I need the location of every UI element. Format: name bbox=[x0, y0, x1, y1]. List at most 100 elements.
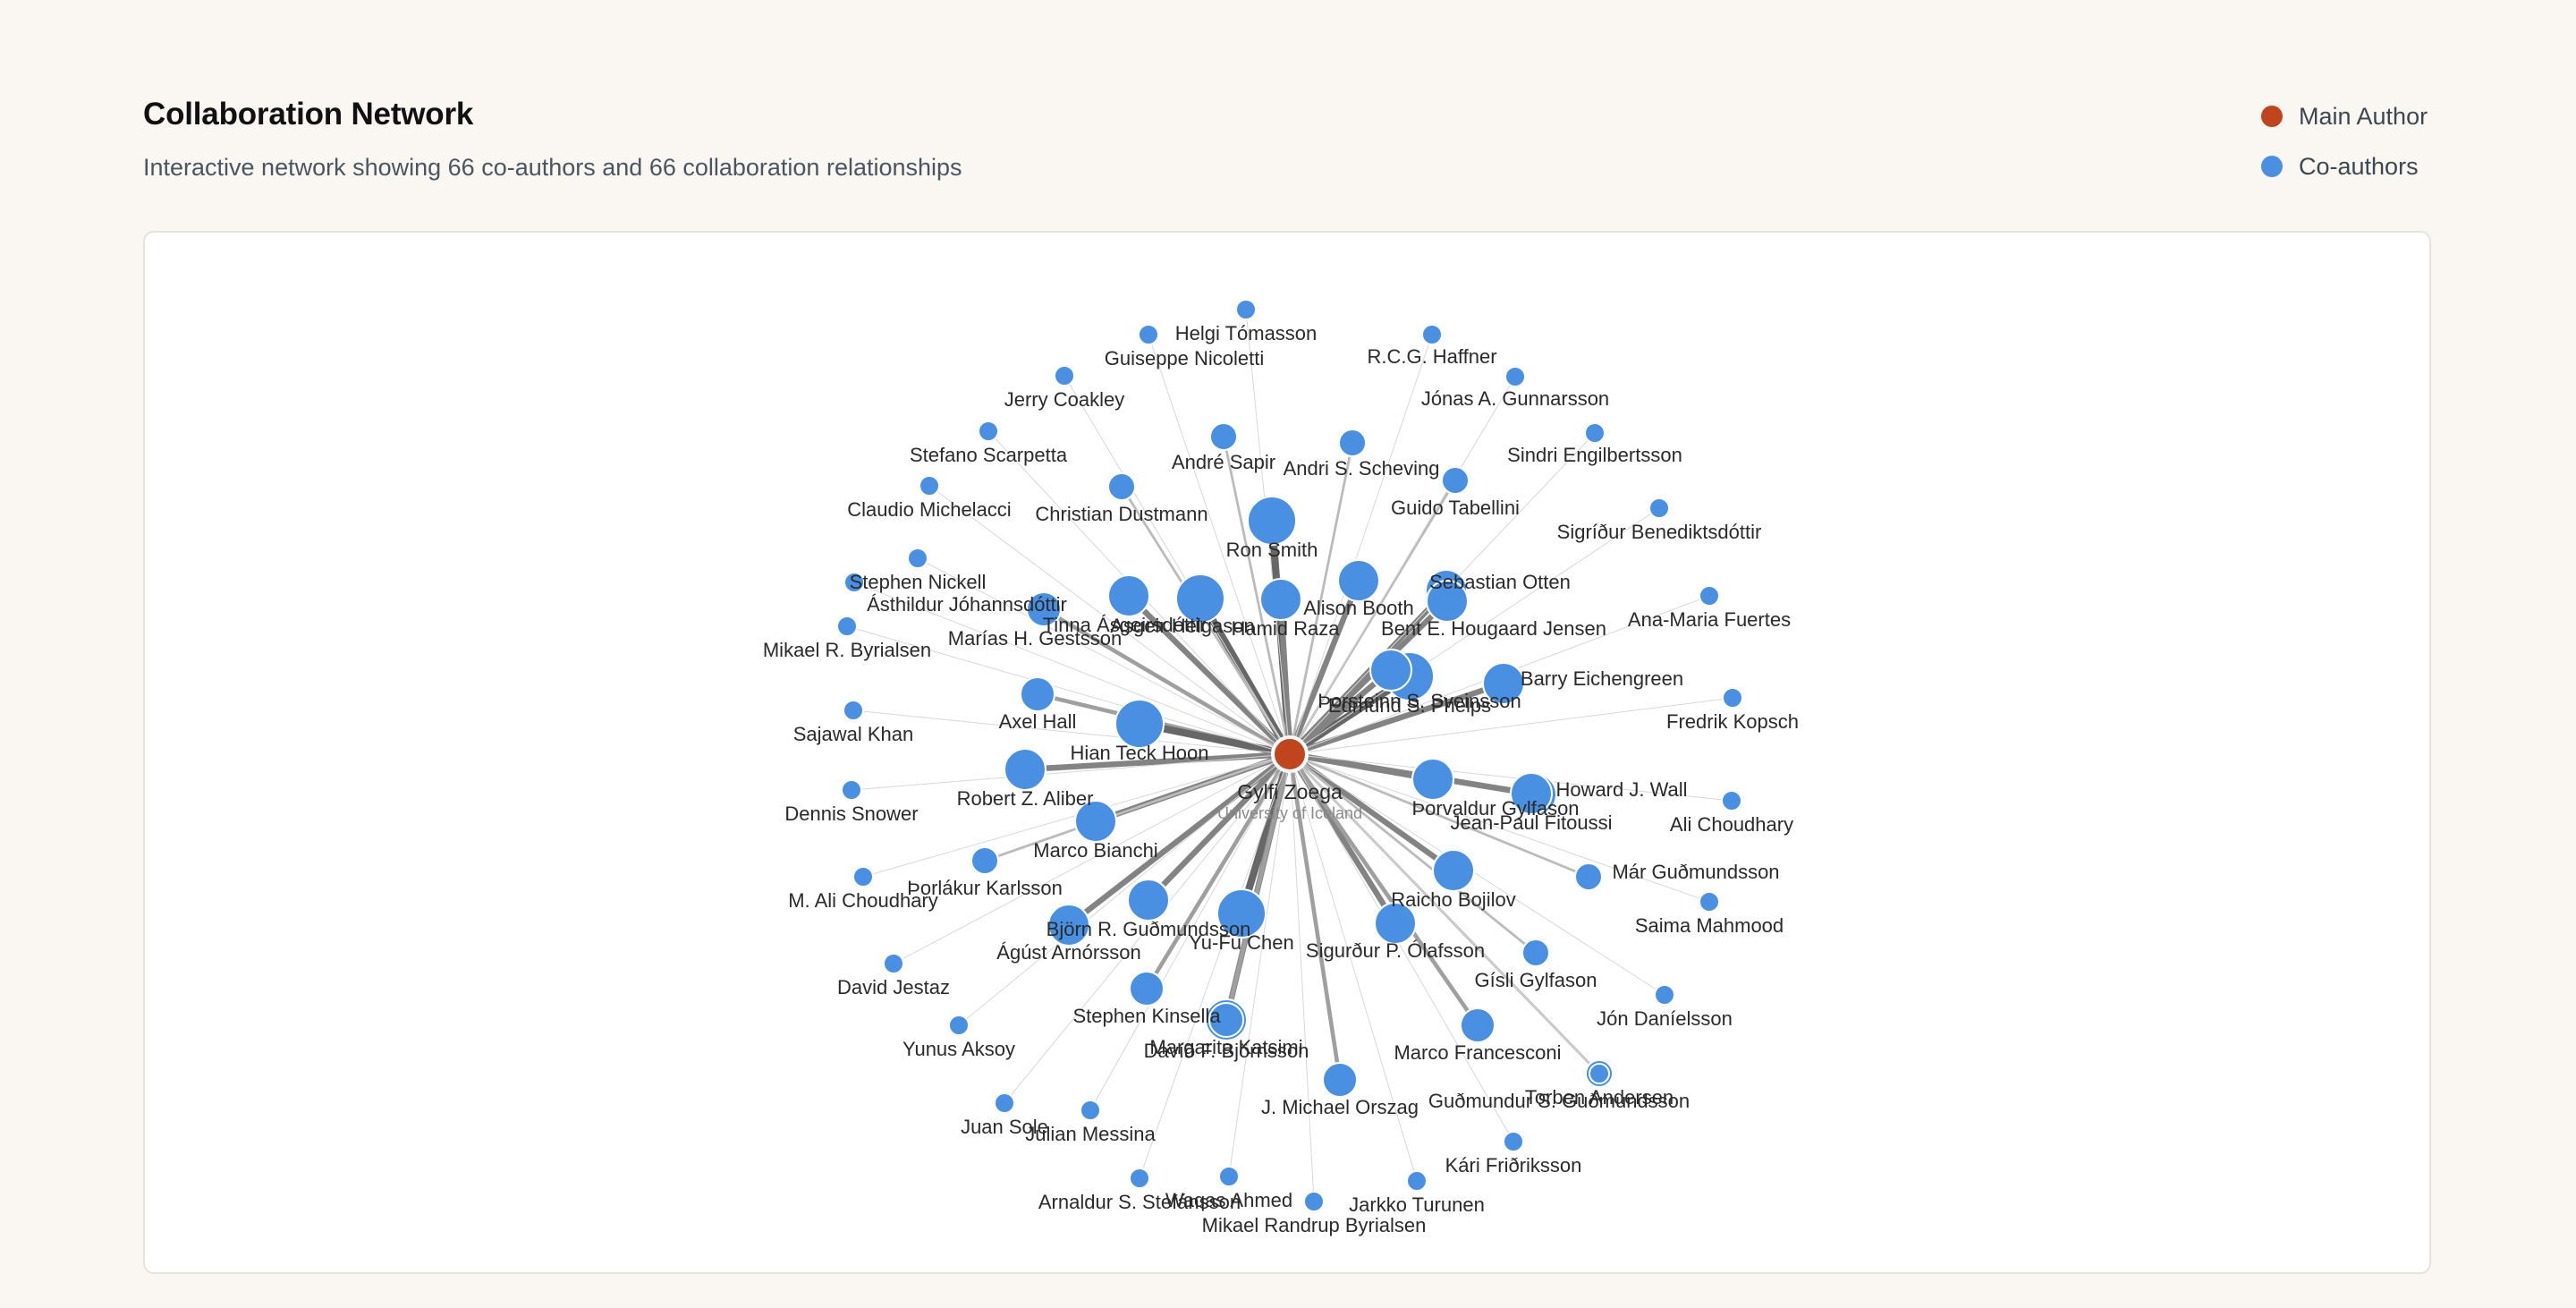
coauthor-node[interactable] bbox=[1020, 676, 1055, 712]
coauthor-node[interactable] bbox=[1129, 971, 1165, 1006]
coauthor-label: Sindri Engilbertsson bbox=[1507, 444, 1682, 466]
coauthor-node[interactable] bbox=[843, 572, 865, 593]
coauthor-node[interactable] bbox=[1504, 366, 1526, 387]
coauthor-node[interactable] bbox=[948, 1015, 970, 1036]
coauthor-node[interactable] bbox=[1369, 649, 1412, 692]
coauthor-node[interactable] bbox=[836, 616, 858, 637]
coauthor-node[interactable] bbox=[1648, 497, 1670, 519]
coauthor-node[interactable] bbox=[1584, 422, 1606, 444]
coauthor-node[interactable] bbox=[1026, 591, 1062, 627]
main-author-node[interactable] bbox=[1271, 735, 1309, 773]
coauthor-node[interactable] bbox=[1218, 1166, 1240, 1187]
collaboration-edge bbox=[1286, 751, 1535, 797]
coauthor-node[interactable] bbox=[1138, 324, 1159, 345]
coauthor-label: Ana-Maria Fuertes bbox=[1628, 608, 1791, 631]
collaboration-edge bbox=[1004, 753, 1291, 1104]
coauthor-node[interactable] bbox=[994, 1092, 1015, 1114]
coauthor-node[interactable] bbox=[1114, 699, 1165, 749]
collaboration-edge bbox=[1286, 667, 1394, 758]
coauthor-label: Yunus Aksoy bbox=[902, 1038, 1015, 1060]
network-graph[interactable]: Ron Smith Alison Booth Asgeir Helgason Andr… bbox=[145, 233, 2429, 1272]
coauthor-node[interactable] bbox=[852, 866, 874, 888]
coauthor-label: Guðmundur S. Guðmundsson bbox=[1428, 1090, 1690, 1112]
coauthor-node[interactable] bbox=[1175, 573, 1225, 624]
coauthor-label: Davíð F. Björnsson bbox=[1144, 1040, 1309, 1062]
coauthor-node[interactable] bbox=[1107, 574, 1150, 617]
coauthor-node[interactable] bbox=[1209, 422, 1238, 451]
collaboration-edge bbox=[917, 557, 1291, 755]
coauthor-node[interactable] bbox=[1722, 687, 1743, 709]
coauthor-node[interactable] bbox=[1338, 429, 1367, 457]
coauthor-node[interactable] bbox=[1432, 849, 1475, 892]
collaboration-edge bbox=[1222, 435, 1292, 756]
collaboration-edge bbox=[1144, 752, 1292, 991]
coauthor-node[interactable] bbox=[907, 548, 928, 569]
coauthor-label: Asgeir Helgason bbox=[1110, 615, 1254, 637]
collaboration-edge bbox=[1021, 751, 1293, 773]
coauthor-node[interactable] bbox=[1521, 939, 1550, 967]
coauthor-label: André Sapir bbox=[1172, 451, 1275, 473]
coauthor-node[interactable] bbox=[1699, 891, 1720, 913]
coauthor-label: Axel Hall bbox=[999, 710, 1077, 733]
coauthor-label: M. Ali Choudhary bbox=[788, 889, 938, 912]
network-graph-card[interactable]: Ron Smith Alison Booth Asgeir Helgason Andr… bbox=[143, 231, 2431, 1274]
coauthor-node[interactable] bbox=[1406, 1170, 1428, 1192]
coauthor-node[interactable] bbox=[1322, 1062, 1358, 1098]
coauthor-node[interactable] bbox=[1054, 365, 1075, 386]
coauthor-label: Mikael R. Byrialsen bbox=[763, 639, 931, 661]
main-author-dot-icon bbox=[2261, 106, 2283, 127]
coauthor-node[interactable] bbox=[1426, 580, 1469, 623]
coauthor-node[interactable] bbox=[841, 779, 862, 801]
coauthor-node[interactable] bbox=[1721, 790, 1742, 811]
collaboration-edge bbox=[1289, 507, 1660, 755]
coauthor-label: Gísli Gylfason bbox=[1475, 969, 1597, 991]
coauthor-node[interactable] bbox=[843, 700, 864, 721]
coauthor-node[interactable] bbox=[1654, 984, 1675, 1006]
coauthor-node[interactable] bbox=[1503, 1131, 1524, 1152]
coauthor-node[interactable] bbox=[1080, 1100, 1101, 1121]
coauthor-node[interactable] bbox=[1127, 879, 1170, 922]
coauthor-node[interactable] bbox=[1374, 902, 1417, 945]
collaboration-edge bbox=[1135, 719, 1294, 759]
collaboration-edge bbox=[1288, 441, 1354, 756]
coauthor-node[interactable] bbox=[1510, 772, 1553, 815]
collaboration-edge bbox=[1041, 607, 1292, 757]
coauthor-label: Tinna Ásgeirsdóttir bbox=[1043, 614, 1207, 636]
nodes-layer bbox=[836, 299, 1743, 1212]
coauthor-node[interactable] bbox=[1107, 472, 1136, 501]
coauthor-node[interactable] bbox=[978, 420, 999, 442]
coauthor-node[interactable] bbox=[1004, 748, 1046, 791]
coauthor-node[interactable] bbox=[1303, 1191, 1325, 1212]
coauthor-node[interactable] bbox=[883, 953, 904, 974]
coauthor-label: Guido Tabellini bbox=[1391, 497, 1520, 519]
collaboration-edge bbox=[1089, 753, 1291, 1111]
coauthor-node[interactable] bbox=[919, 475, 940, 497]
coauthor-node[interactable] bbox=[1421, 324, 1443, 345]
coauthor-node[interactable] bbox=[1337, 559, 1380, 602]
coauthor-node[interactable] bbox=[1247, 496, 1297, 546]
coauthor-node[interactable] bbox=[1411, 758, 1454, 801]
coauthor-node[interactable] bbox=[1074, 800, 1117, 843]
coauthor-label: J. Michael Orszag bbox=[1261, 1096, 1419, 1118]
coauthor-node[interactable] bbox=[1216, 888, 1267, 939]
collaboration-edge bbox=[1289, 697, 1733, 755]
coauthor-node[interactable] bbox=[970, 846, 999, 875]
collaboration-edge bbox=[1289, 753, 1710, 903]
coauthor-node[interactable] bbox=[1441, 466, 1470, 495]
coauthor-label: Ágúst Arnórsson bbox=[996, 941, 1140, 964]
coauthor-node[interactable] bbox=[1589, 1063, 1610, 1084]
coauthor-node[interactable] bbox=[1129, 1168, 1150, 1189]
coauthor-node[interactable] bbox=[1699, 585, 1720, 607]
coauthor-node[interactable] bbox=[1047, 904, 1090, 947]
collaboration-edge bbox=[1289, 753, 1733, 802]
coauthor-label: Þorsteinn S. Sveinsson bbox=[1318, 690, 1521, 712]
coauthor-node[interactable] bbox=[1460, 1007, 1496, 1043]
coauthor-node[interactable] bbox=[1574, 862, 1603, 891]
coauthor-label: Marías H. Gestsson bbox=[948, 627, 1122, 650]
coauthor-node[interactable] bbox=[1482, 662, 1525, 705]
coauthor-node[interactable] bbox=[1235, 299, 1257, 320]
coauthor-node[interactable] bbox=[1259, 578, 1302, 621]
collaboration-edge bbox=[1145, 751, 1293, 904]
coauthor-node[interactable] bbox=[1208, 1002, 1244, 1038]
